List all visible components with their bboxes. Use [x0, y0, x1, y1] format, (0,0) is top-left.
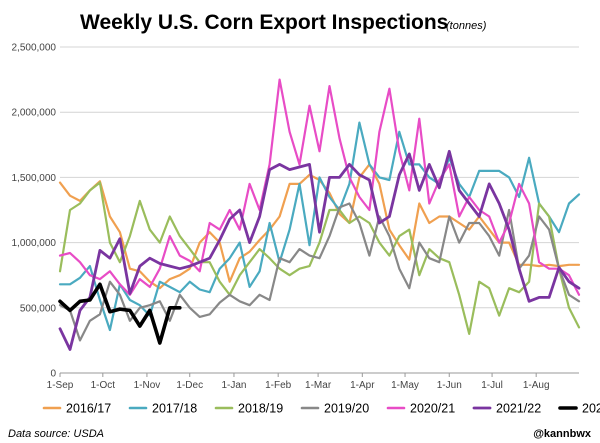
x-tick-label: 1-Dec — [176, 380, 203, 391]
y-tick-label: 0 — [50, 369, 56, 380]
legend-label: 2022/23 — [582, 402, 600, 416]
chart-subtitle: (tonnes) — [446, 20, 487, 32]
legend-label: 2021/22 — [496, 402, 541, 416]
series-line-2022-23 — [58, 282, 182, 345]
series-line-2017-18 — [58, 121, 581, 332]
x-tick-label: 1-Sep — [47, 380, 74, 391]
y-tick-label: 1,000,000 — [12, 238, 57, 249]
legend-label: 2020/21 — [410, 402, 455, 416]
y-tick-label: 2,500,000 — [12, 43, 57, 54]
y-axis-ticks: 0 500,000 1,000,000 1,500,000 2,000,000 2,500… — [12, 43, 57, 380]
x-tick-label: 1-Jul — [481, 380, 503, 391]
y-tick-label: 1,500,000 — [12, 173, 57, 184]
y-tick-label: 500,000 — [20, 303, 57, 314]
x-tick-label: 1-Aug — [523, 380, 550, 391]
x-tick-label: 1-May — [391, 380, 419, 391]
x-tick-label: 1-Nov — [134, 380, 161, 391]
x-tick-label: 1-Jan — [221, 380, 246, 391]
series-line-2018-19 — [58, 181, 581, 335]
legend-label: 2018/19 — [238, 402, 283, 416]
legend-label: 2019/20 — [324, 402, 369, 416]
x-tick-label: 1-Apr — [350, 380, 375, 391]
author-handle: @kannbwx — [533, 428, 592, 440]
x-tick-label: 1-Jun — [437, 380, 462, 391]
series-lines — [58, 78, 581, 351]
series-line-2020-21 — [58, 78, 581, 296]
x-axis-ticks: 1-Sep 1-Oct 1-Nov 1-Dec 1-Jan 1-Feb 1-Mar 1-Apr… — [47, 373, 550, 391]
legend-label: 2016/17 — [66, 402, 111, 416]
legend-label: 2017/18 — [152, 402, 197, 416]
legend: 2016/17 2017/18 2018/19 2019/20 2020/21 2021/… — [42, 402, 600, 416]
y-tick-label: 2,000,000 — [12, 108, 57, 119]
x-tick-label: 1-Oct — [91, 380, 116, 391]
data-source-note: Data source: USDA — [8, 428, 104, 440]
x-tick-label: 1-Mar — [305, 380, 332, 391]
series-line-2019-20 — [58, 202, 581, 342]
series-line-2021-22 — [58, 149, 581, 351]
chart-title: Weekly U.S. Corn Export Inspections — [80, 11, 448, 34]
x-tick-label: 1-Feb — [265, 380, 292, 391]
